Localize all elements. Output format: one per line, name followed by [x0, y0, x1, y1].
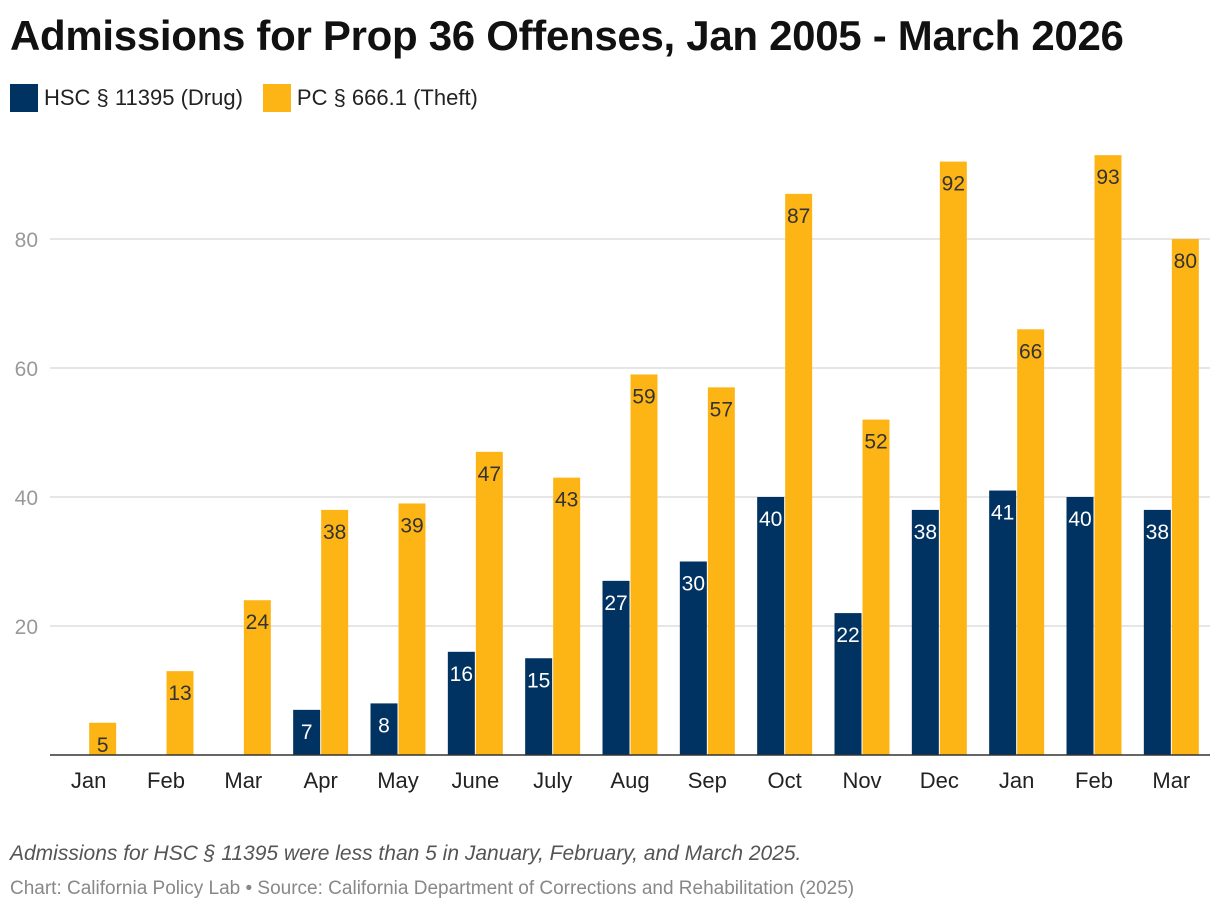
x-tick-label-11: Dec [920, 768, 959, 793]
data-label-drug-8: 30 [682, 573, 705, 596]
data-label-theft-13: 93 [1096, 166, 1119, 189]
legend-item-theft: PC § 666.1 (Theft) [262, 84, 478, 112]
data-label-theft-3: 38 [323, 521, 346, 544]
data-label-drug-14: 38 [1146, 521, 1169, 544]
data-label-drug-4: 8 [378, 714, 390, 737]
bar-theft-3 [321, 509, 349, 755]
y-tick-label-80: 80 [15, 229, 38, 252]
x-tick-label-3: Apr [304, 768, 338, 793]
bar-theft-12 [1017, 329, 1045, 755]
data-label-theft-0: 5 [97, 734, 109, 757]
bar-theft-8 [707, 387, 735, 755]
data-label-theft-12: 66 [1019, 340, 1042, 363]
data-label-drug-13: 40 [1068, 508, 1091, 531]
data-label-theft-8: 57 [710, 398, 733, 421]
bar-theft-13 [1094, 155, 1122, 755]
bar-theft-1 [166, 671, 194, 755]
legend: HSC § 11395 (Drug) PC § 666.1 (Theft) [10, 84, 498, 112]
data-label-theft-6: 43 [555, 489, 578, 512]
bar-drug-5 [447, 651, 475, 755]
data-label-drug-3: 7 [301, 721, 313, 744]
y-tick-label-60: 60 [15, 358, 38, 381]
data-label-theft-4: 39 [400, 514, 423, 537]
chart-source: Chart: California Policy Lab • Source: C… [10, 878, 855, 899]
x-tick-label-5: June [451, 768, 499, 793]
bar-chart: 20 40 60 80 5 Jan 13 Feb 24 Mar 7 38 Apr 8 39 May 16 47 Ju… [15, 155, 1210, 793]
x-tick-label-2: Mar [224, 768, 262, 793]
x-tick-label-14: Mar [1152, 768, 1190, 793]
bar-drug-3 [293, 709, 321, 755]
data-label-drug-10: 22 [836, 624, 859, 647]
data-label-drug-9: 40 [759, 508, 782, 531]
bar-theft-4 [398, 503, 426, 755]
bar-theft-0 [89, 722, 117, 755]
chart-title: Admissions for Prop 36 Offenses, Jan 200… [10, 12, 1124, 59]
legend-item-drug: HSC § 11395 (Drug) [10, 84, 243, 112]
chart-note: Admissions for HSC § 11395 were less tha… [10, 842, 802, 865]
x-tick-label-9: Oct [768, 768, 802, 793]
data-label-theft-11: 92 [942, 173, 965, 196]
x-tick-label-4: May [377, 768, 419, 793]
data-label-drug-6: 15 [527, 669, 550, 692]
data-label-theft-7: 59 [632, 385, 655, 408]
bar-drug-9 [757, 497, 785, 755]
legend-label-theft: PC § 666.1 (Theft) [296, 85, 478, 110]
x-tick-label-6: July [533, 768, 572, 793]
bar-drug-4 [370, 703, 398, 755]
legend-label-drug: HSC § 11395 (Drug) [44, 85, 243, 110]
x-tick-label-0: Jan [71, 768, 106, 793]
bar-drug-14 [1143, 509, 1171, 755]
x-tick-label-8: Sep [688, 768, 727, 793]
data-label-theft-14: 80 [1174, 250, 1197, 273]
data-label-theft-2: 24 [246, 611, 270, 634]
bar-theft-5 [475, 451, 503, 755]
bar-theft-14 [1171, 239, 1199, 755]
data-label-drug-12: 41 [991, 502, 1014, 525]
bar-theft-10 [862, 419, 890, 755]
bar-theft-2 [243, 600, 271, 755]
bar-drug-8 [679, 561, 707, 755]
data-label-theft-5: 47 [478, 463, 501, 486]
data-label-drug-5: 16 [450, 663, 473, 686]
bar-drug-10 [834, 613, 862, 755]
bar-drug-7 [602, 580, 630, 755]
bar-theft-7 [630, 374, 658, 755]
data-label-theft-10: 52 [864, 431, 887, 454]
bar-theft-6 [553, 477, 581, 755]
data-label-theft-9: 87 [787, 205, 810, 228]
x-tick-label-10: Nov [842, 768, 881, 793]
legend-swatch-theft [262, 84, 291, 112]
data-label-theft-1: 13 [168, 682, 191, 705]
bar-theft-11 [939, 161, 967, 756]
x-tick-label-7: Aug [610, 768, 649, 793]
data-label-drug-7: 27 [604, 592, 627, 615]
data-label-drug-11: 38 [914, 521, 937, 544]
y-tick-label-20: 20 [15, 616, 38, 639]
x-tick-label-12: Jan [999, 768, 1034, 793]
bar-drug-11 [911, 509, 939, 755]
bar-drug-13 [1066, 497, 1094, 755]
legend-swatch-drug [10, 84, 38, 112]
bar-drug-6 [525, 658, 553, 755]
bar-drug-12 [989, 490, 1017, 755]
bar-theft-9 [785, 193, 813, 756]
x-tick-label-13: Feb [1075, 768, 1113, 793]
y-tick-label-40: 40 [15, 487, 38, 510]
x-tick-label-1: Feb [147, 768, 185, 793]
